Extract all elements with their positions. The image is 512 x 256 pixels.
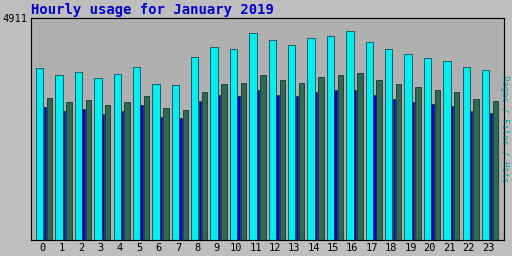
Bar xyxy=(133,67,140,240)
Bar xyxy=(454,92,459,240)
Bar xyxy=(210,47,218,240)
Bar xyxy=(315,92,317,240)
Bar xyxy=(221,84,227,240)
Bar xyxy=(318,77,324,240)
Bar xyxy=(86,100,91,240)
Bar xyxy=(260,75,266,240)
Bar xyxy=(124,102,130,240)
Bar xyxy=(470,111,473,240)
Bar xyxy=(47,98,52,240)
Bar xyxy=(241,83,246,240)
Bar xyxy=(102,114,104,240)
Bar xyxy=(199,101,201,240)
Bar xyxy=(354,90,356,240)
Bar xyxy=(373,94,375,240)
Bar xyxy=(424,58,431,240)
Bar xyxy=(396,84,401,240)
Bar xyxy=(144,96,149,240)
Bar xyxy=(412,102,414,240)
Bar xyxy=(153,84,160,240)
Bar xyxy=(163,108,168,240)
Bar xyxy=(299,83,304,240)
Bar xyxy=(435,90,440,240)
Bar xyxy=(66,102,72,240)
Bar xyxy=(75,72,82,240)
Bar xyxy=(307,38,315,240)
Bar xyxy=(82,109,84,240)
Bar xyxy=(218,95,220,240)
Bar xyxy=(385,49,392,240)
Bar xyxy=(295,96,298,240)
Bar xyxy=(191,57,199,240)
Bar xyxy=(334,90,337,240)
Bar xyxy=(63,111,65,240)
Bar xyxy=(482,70,489,240)
Bar xyxy=(474,99,479,240)
Bar xyxy=(451,106,453,240)
Bar xyxy=(36,68,44,240)
Bar xyxy=(172,86,179,240)
Bar xyxy=(238,96,240,240)
Bar xyxy=(160,117,162,240)
Bar xyxy=(257,90,259,240)
Bar xyxy=(183,110,188,240)
Bar xyxy=(276,94,279,240)
Bar xyxy=(269,40,276,240)
Bar xyxy=(415,87,421,240)
Bar xyxy=(140,105,143,240)
Bar xyxy=(404,54,412,240)
Bar xyxy=(376,80,382,240)
Bar xyxy=(366,42,373,240)
Bar xyxy=(230,49,237,240)
Bar xyxy=(280,80,285,240)
Bar xyxy=(249,33,257,240)
Text: Hourly usage for January 2019: Hourly usage for January 2019 xyxy=(31,3,273,17)
Bar xyxy=(202,92,207,240)
Bar xyxy=(179,118,182,240)
Bar xyxy=(431,104,434,240)
Bar xyxy=(443,61,451,240)
Bar xyxy=(94,78,101,240)
Bar xyxy=(44,107,46,240)
Bar xyxy=(338,75,343,240)
Bar xyxy=(105,105,111,240)
Bar xyxy=(327,36,334,240)
Y-axis label: Pages / Files / Hits: Pages / Files / Hits xyxy=(500,76,509,183)
Bar xyxy=(114,74,121,240)
Bar xyxy=(493,101,498,240)
Bar xyxy=(288,45,295,240)
Bar xyxy=(121,111,123,240)
Bar xyxy=(55,75,63,240)
Bar xyxy=(489,113,492,240)
Bar xyxy=(357,73,362,240)
Bar xyxy=(393,99,395,240)
Bar xyxy=(346,31,354,240)
Bar xyxy=(462,67,470,240)
